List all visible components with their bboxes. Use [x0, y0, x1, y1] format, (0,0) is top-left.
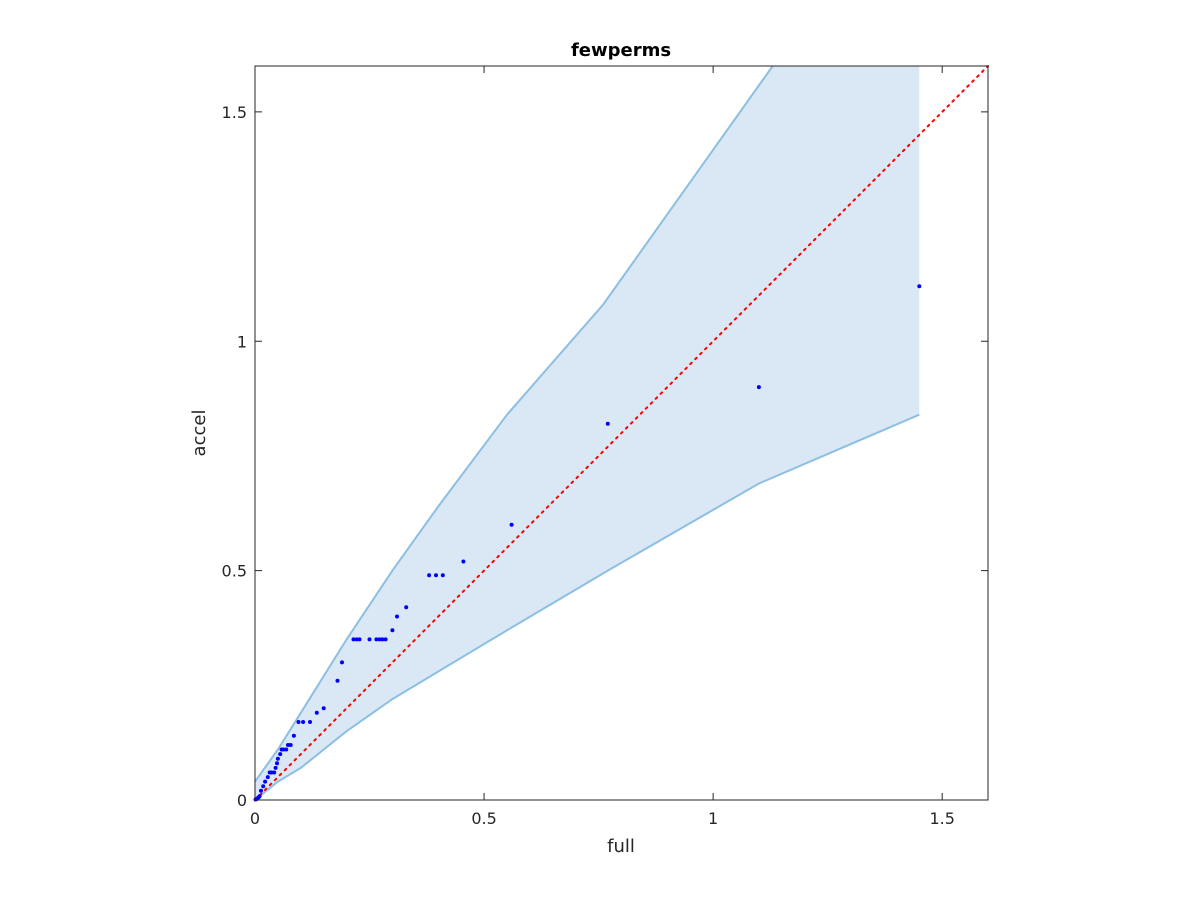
data-point — [351, 637, 356, 642]
data-point — [288, 743, 293, 747]
y-tick-label: 1.5 — [222, 103, 247, 122]
data-point — [917, 284, 922, 289]
data-point — [367, 637, 372, 642]
chart-title: fewperms — [571, 40, 671, 61]
data-point — [605, 421, 610, 426]
data-point — [321, 706, 326, 711]
data-point — [278, 752, 283, 757]
data-point — [314, 710, 319, 715]
data-point — [275, 761, 279, 766]
identity-reference-line — [254, 65, 989, 801]
data-point — [301, 720, 306, 724]
data-point — [275, 756, 280, 761]
data-point — [354, 637, 359, 642]
data-point — [509, 522, 514, 527]
data-point — [265, 775, 270, 780]
x-tick-label: 0 — [250, 809, 260, 828]
x-tick-label: 1.5 — [929, 809, 954, 828]
data-point — [296, 720, 301, 724]
data-point — [259, 788, 263, 793]
data-point — [390, 628, 395, 633]
data-point — [281, 747, 286, 752]
data-point — [374, 637, 379, 642]
data-point — [257, 794, 262, 799]
data-point — [434, 573, 438, 578]
x-axis-label: full — [607, 836, 635, 857]
data-point — [335, 678, 340, 683]
data-point — [273, 765, 278, 770]
confidence-band-lower-edge — [254, 413, 920, 801]
x-tick-label: 0.5 — [471, 809, 496, 828]
y-axis-ticks: 0 0.5 1 1.5 — [222, 103, 988, 810]
data-point — [272, 770, 277, 775]
data-point — [308, 720, 312, 724]
data-point — [427, 573, 432, 578]
data-point — [261, 784, 266, 789]
data-point — [291, 733, 296, 738]
data-point — [756, 385, 761, 390]
y-axis-label: accel — [189, 410, 210, 457]
confidence-band — [255, 66, 920, 800]
data-point — [440, 573, 445, 578]
axes-box — [254, 65, 989, 801]
y-tick-label: 0 — [237, 791, 247, 810]
data-point — [340, 660, 344, 665]
data-point — [395, 614, 399, 619]
x-axis-ticks: 0 0.5 1 1.5 — [250, 66, 955, 828]
data-point — [263, 779, 268, 784]
confidence-band-upper-edge — [254, 65, 774, 783]
data-point — [380, 637, 385, 642]
data-point — [383, 637, 388, 642]
y-tick-label: 1 — [237, 332, 247, 351]
y-tick-label: 0.5 — [222, 562, 247, 581]
x-tick-label: 1 — [708, 809, 718, 828]
data-point — [377, 637, 382, 642]
data-point — [404, 605, 409, 610]
data-point — [461, 559, 466, 564]
data-point — [284, 747, 289, 752]
data-point — [357, 637, 362, 642]
